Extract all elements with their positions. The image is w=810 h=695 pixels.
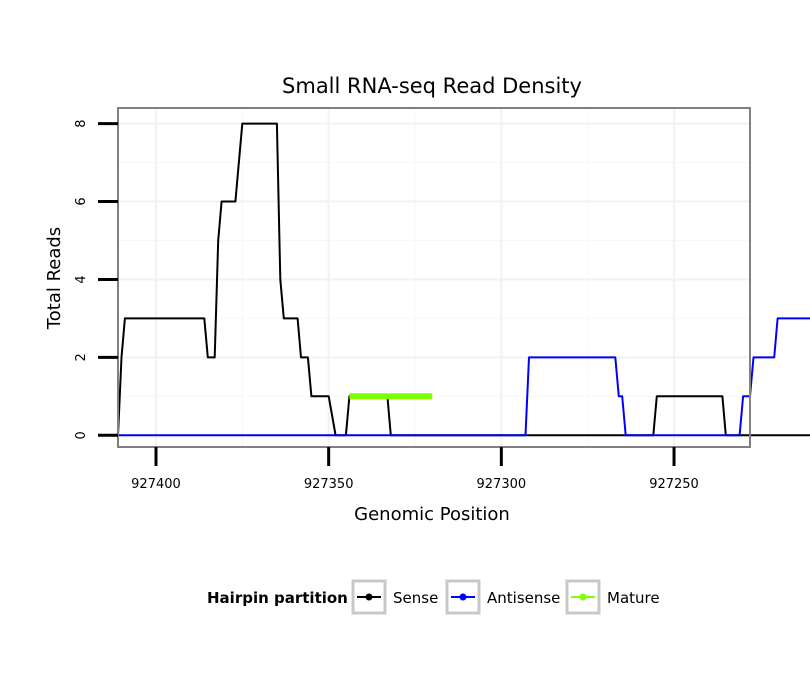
- x-tick-label: 927300: [477, 477, 527, 492]
- x-axis: 927400927350927300927250927200: [131, 447, 699, 492]
- y-axis: 0 2 4 6 8: [74, 119, 118, 439]
- legend-key-point: [459, 593, 467, 601]
- series-line-sense: [117, 122, 810, 437]
- legend-label-antisense: Antisense: [487, 589, 560, 607]
- legend-label-mature: Mature: [607, 589, 660, 607]
- x-axis-label: Genomic Position: [354, 504, 510, 525]
- legend: Hairpin partition Sense Antisense Mature: [207, 579, 660, 615]
- legend-key-point: [365, 593, 373, 601]
- x-tick-label: 927400: [131, 477, 181, 492]
- x-tick-label: 927250: [649, 477, 699, 492]
- x-tick-label: 927350: [304, 477, 354, 492]
- series-layer: [117, 122, 810, 437]
- plot-border: [117, 107, 751, 448]
- y-tick-label: 0: [74, 431, 89, 439]
- y-tick-label: 2: [74, 353, 89, 361]
- legend-label-sense: Sense: [393, 589, 438, 607]
- y-tick-label: 8: [74, 119, 89, 127]
- y-tick-label: 4: [74, 275, 89, 283]
- legend-key-point: [579, 593, 587, 601]
- y-tick-label: 6: [74, 197, 89, 205]
- series-line-antisense: [118, 317, 810, 437]
- y-axis-label: Total Reads: [44, 227, 65, 330]
- legend-title: Hairpin partition: [207, 589, 348, 607]
- plot-panel: [118, 108, 750, 447]
- chart-title: Small RNA-seq Read Density: [282, 74, 582, 98]
